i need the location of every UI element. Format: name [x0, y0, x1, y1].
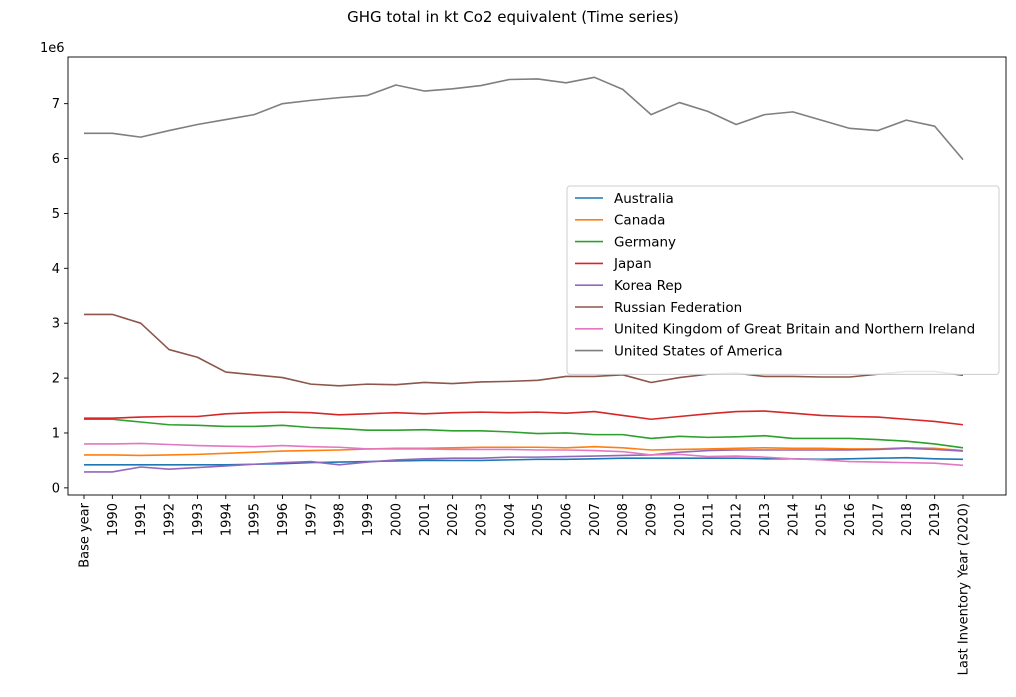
legend-label: Russian Federation	[614, 300, 742, 316]
series-line	[84, 445, 964, 457]
series-line	[84, 313, 964, 387]
y-tick-label: 7	[52, 97, 60, 112]
x-tick-label: 1999	[361, 503, 376, 536]
x-tick-label: 2012	[730, 503, 745, 536]
x-tick-label: 1998	[333, 503, 348, 536]
x-tick-label: 1991	[134, 503, 149, 536]
chart-title: GHG total in kt Co2 equivalent (Time ser…	[347, 8, 679, 26]
x-tick-label: 1994	[219, 503, 234, 536]
y-tick-label: 1	[52, 426, 60, 441]
y-tick-label: 3	[52, 317, 60, 332]
x-tick-label: 1997	[304, 503, 319, 536]
legend-label: Germany	[614, 234, 676, 250]
x-tick-label: 2003	[474, 503, 489, 536]
x-tick-label: 2001	[418, 503, 433, 536]
x-tick-label: 2008	[616, 503, 631, 536]
series-line	[84, 447, 964, 473]
y-tick-label: 5	[52, 207, 60, 222]
x-tick-label: 2002	[446, 503, 461, 536]
x-tick-label: Base year	[78, 502, 93, 567]
series-line	[84, 76, 964, 161]
y-tick-label: 4	[52, 262, 60, 277]
legend-label: Japan	[613, 256, 652, 272]
x-tick-label: 2017	[871, 503, 886, 536]
series-line	[84, 442, 964, 467]
x-tick-label: 2009	[645, 503, 660, 536]
x-tick-label: Last Inventory Year (2020)	[957, 503, 972, 675]
legend-box	[566, 185, 1000, 375]
legend-label: United States of America	[614, 343, 783, 359]
x-tick-label: 2005	[531, 503, 546, 536]
x-tick-label: 2018	[900, 503, 915, 536]
x-tick-label: 1996	[276, 503, 291, 536]
x-tick-label: 1995	[248, 503, 263, 536]
x-tick-label: 2013	[758, 503, 773, 536]
x-tick-label: 2004	[503, 503, 518, 536]
legend: Australia Canada Germany Japan Korea Rep Russ…	[566, 185, 1000, 375]
x-tick-label: 1993	[191, 503, 206, 536]
series-line	[84, 410, 964, 426]
legend-label: United Kingdom of Great Britain and Nort…	[614, 322, 975, 338]
x-tick-label: 2019	[928, 503, 943, 536]
y-axis: 0 1 2 3 4 5 6 7	[52, 97, 68, 496]
x-tick-label: 2010	[673, 503, 688, 536]
x-tick-label: 2015	[815, 503, 830, 536]
legend-label: Korea Rep	[614, 278, 682, 294]
x-tick-label: 2014	[786, 503, 801, 536]
x-tick-label: 2011	[701, 503, 716, 536]
x-tick-label: 2000	[389, 503, 404, 536]
plot-border	[67, 56, 1007, 496]
x-tick-label: 2007	[588, 503, 603, 536]
series-line	[84, 418, 964, 449]
y-axis-offset-label: 1e6	[40, 41, 65, 56]
y-tick-label: 2	[52, 372, 60, 387]
legend-label: Australia	[614, 191, 674, 207]
x-axis: Base year 1990 1991 1992 1993 1994 1995 1996 199…	[78, 495, 972, 675]
x-tick-label: 1990	[106, 503, 121, 536]
x-tick-label: 2006	[560, 503, 575, 536]
series-lines	[84, 76, 964, 473]
x-tick-label: 1992	[163, 503, 178, 536]
x-tick-label: 2016	[843, 503, 858, 536]
y-tick-label: 0	[52, 481, 60, 496]
y-tick-label: 6	[52, 152, 60, 167]
legend-label: Canada	[614, 213, 665, 229]
